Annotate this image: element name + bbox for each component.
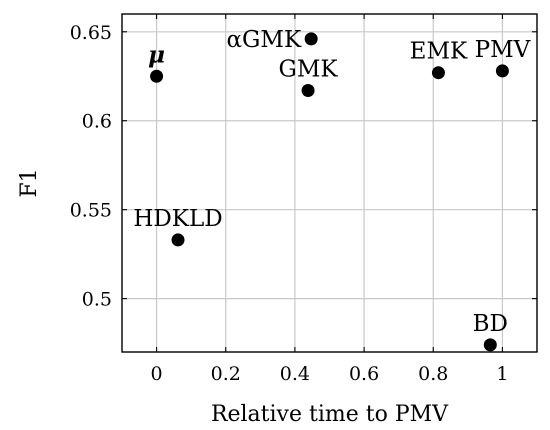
x-tick-label: 0.2 xyxy=(211,363,241,385)
plot-frame xyxy=(121,13,538,353)
axis-ticks xyxy=(122,14,537,352)
x-axis-label: Relative time to PMV xyxy=(211,402,449,427)
y-axis-label: F1 xyxy=(17,168,42,197)
data-point xyxy=(150,69,164,83)
y-tick-label: 0.55 xyxy=(70,200,112,222)
y-tick-labels: 0.5 0.55 0.6 0.65 xyxy=(70,22,112,311)
y-tick-label: 0.5 xyxy=(82,289,112,311)
y-tick-label: 0.65 xyxy=(70,22,112,44)
data-point xyxy=(495,64,509,78)
data-point xyxy=(483,338,497,352)
data-point-label: HDKLD xyxy=(133,206,222,232)
x-tick-labels: 0 0.2 0.4 0.6 0.8 1 xyxy=(151,363,509,385)
data-point-label: EMK xyxy=(410,39,468,65)
x-tick-label: 0 xyxy=(151,363,163,385)
x-tick-label: 0.4 xyxy=(280,363,310,385)
data-points xyxy=(150,32,509,352)
data-point-labels: μ HDKLD αGMK GMK EMK PMV BD xyxy=(133,27,530,337)
x-tick-label: 0.8 xyxy=(418,363,448,385)
data-point xyxy=(171,233,185,247)
data-point-label: PMV xyxy=(475,37,531,63)
data-point-label: GMK xyxy=(279,56,339,82)
y-tick-label: 0.6 xyxy=(82,111,112,133)
x-tick-label: 1 xyxy=(496,363,508,385)
data-point xyxy=(431,66,445,80)
data-point-label: μ xyxy=(148,41,165,68)
data-point-label: BD xyxy=(473,311,508,337)
data-point xyxy=(304,32,318,46)
data-point-label: αGMK xyxy=(227,27,302,53)
x-tick-label: 0.6 xyxy=(349,363,379,385)
data-point xyxy=(301,83,315,97)
